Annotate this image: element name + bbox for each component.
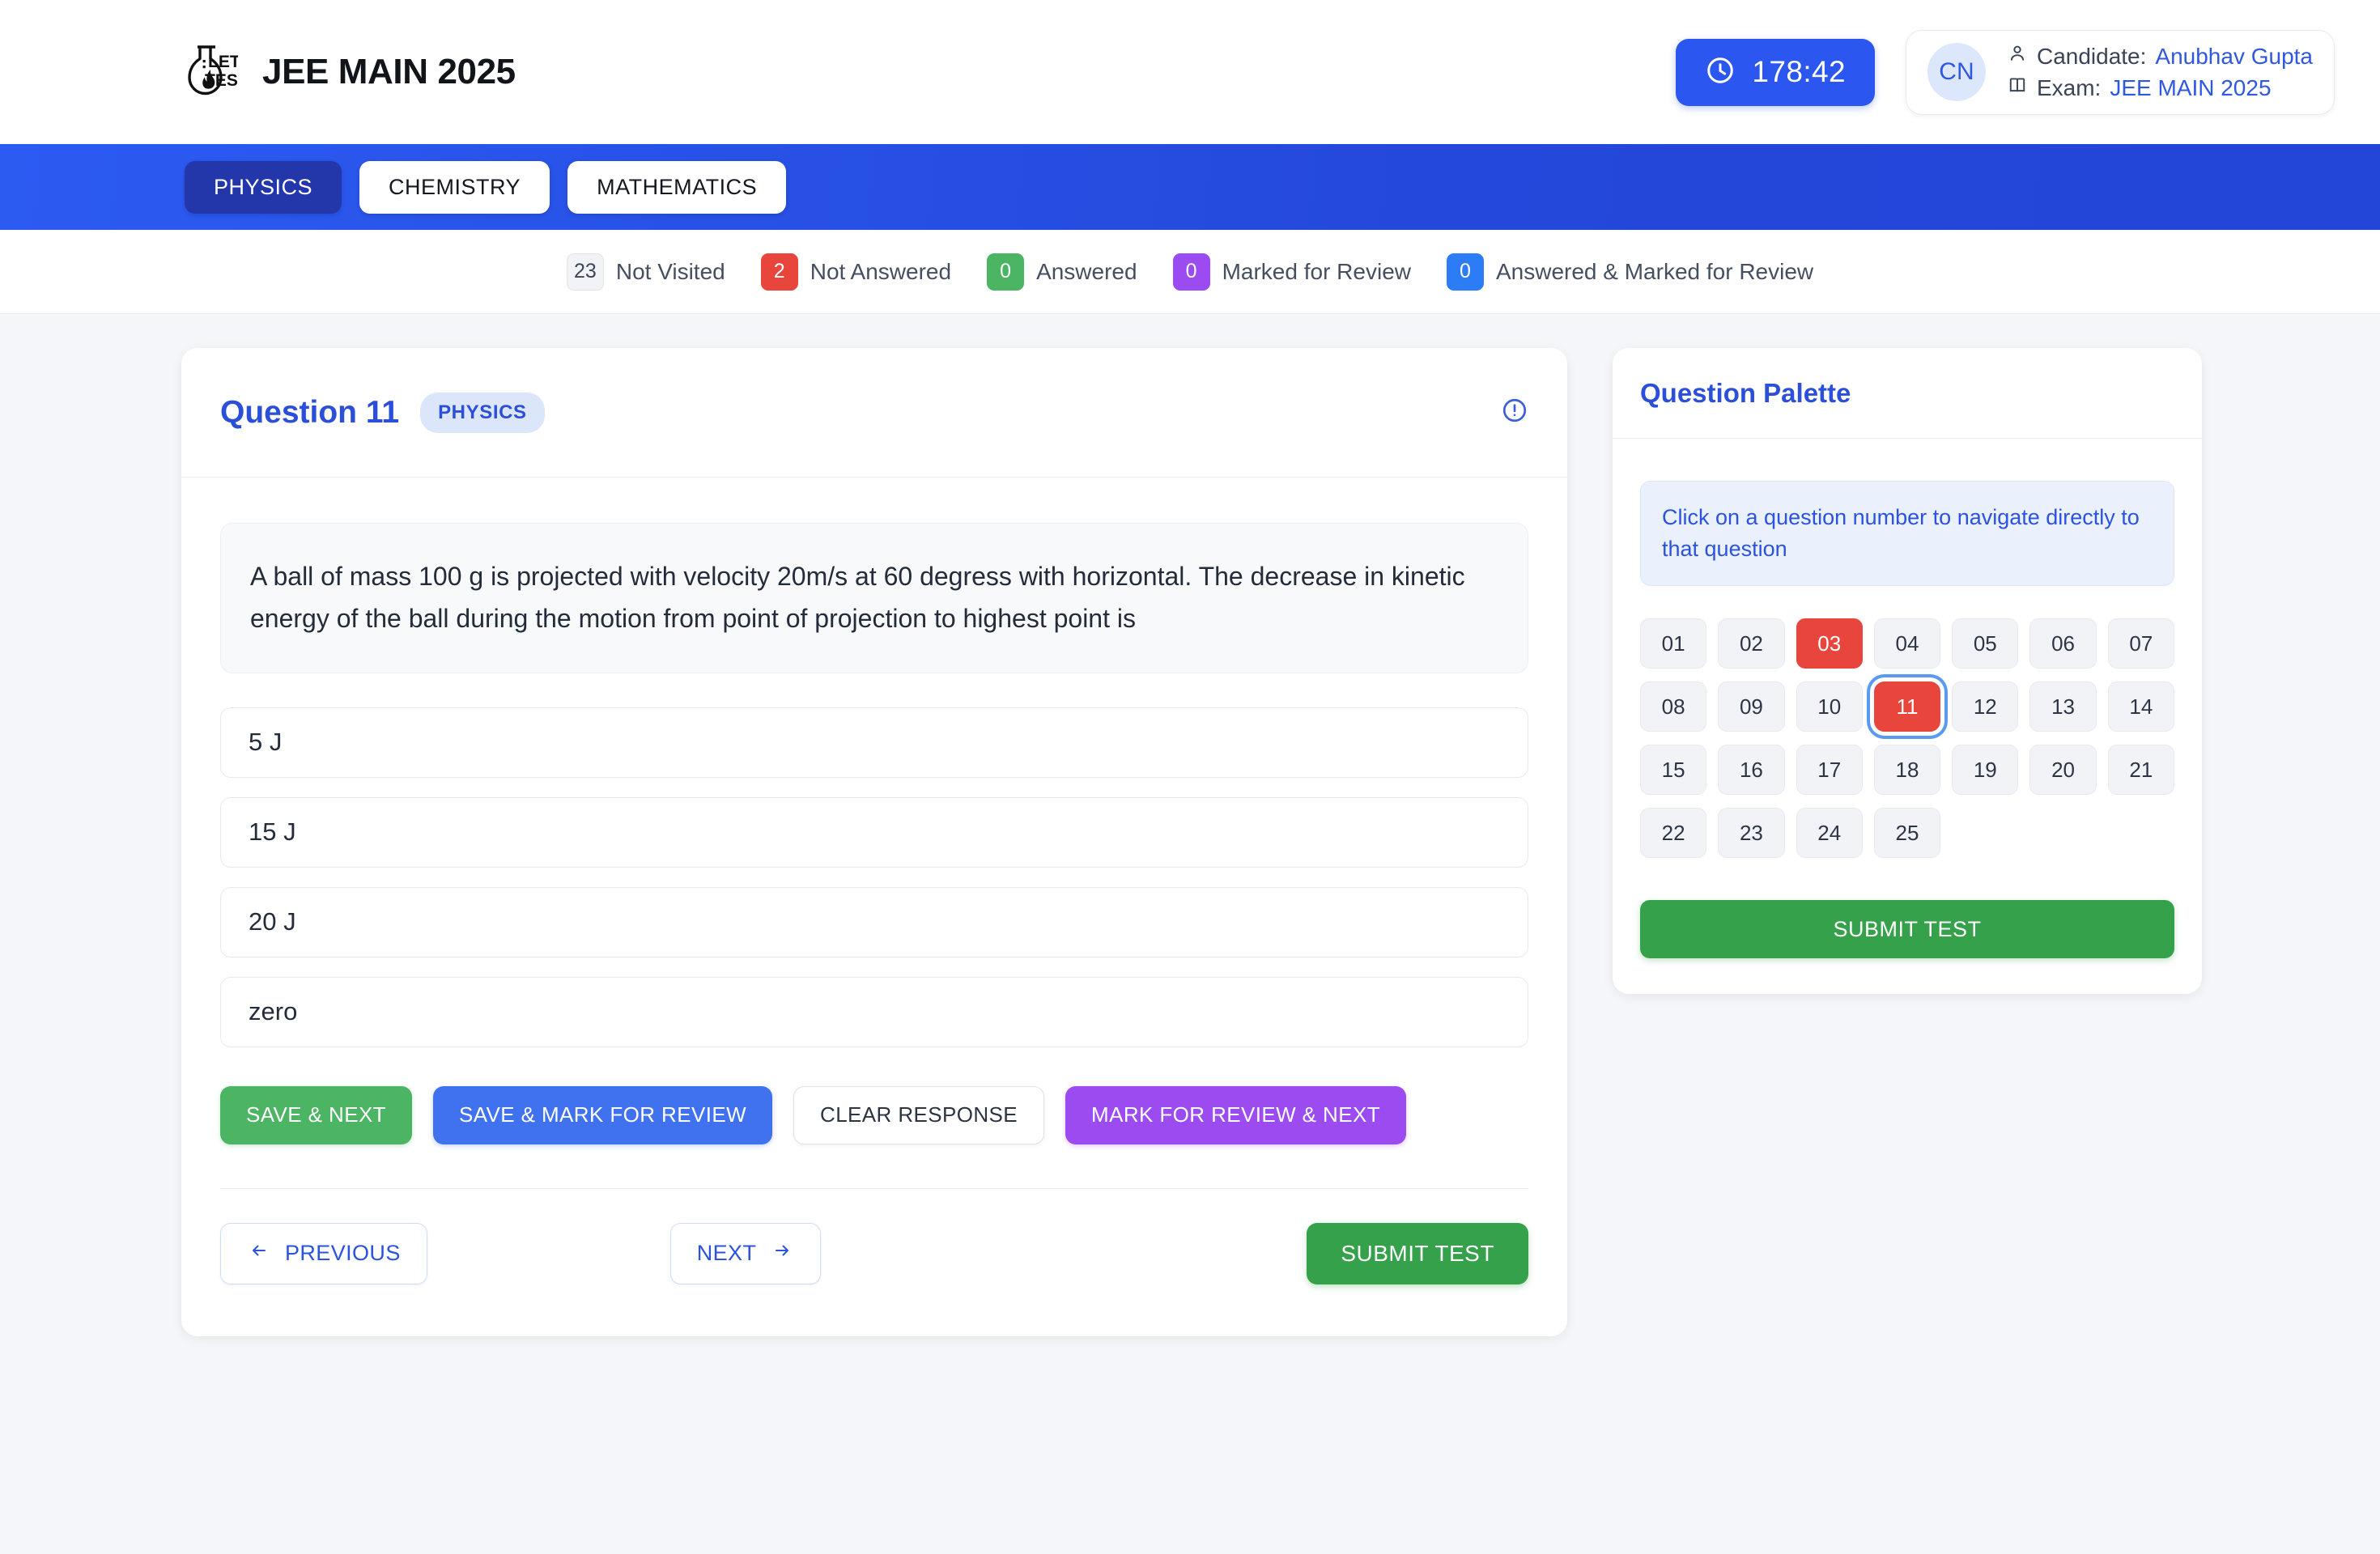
status-legend: 23 Not Visited 2 Not Answered 0 Answered 0 Mark…	[0, 230, 2380, 314]
exam-timer: 178:42	[1676, 38, 1875, 106]
palette-question-12[interactable]: 12	[1952, 681, 2019, 732]
legend-count-badge: 23	[566, 253, 604, 291]
palette-question-18[interactable]: 18	[1873, 745, 1941, 796]
answer-action-row: SAVE & NEXT SAVE & MARK FOR REVIEW CLEAR R…	[220, 1085, 1528, 1144]
main-content: Question 11 PHYSICS A ball of mass 100 g…	[0, 314, 2380, 1336]
exam-label: Exam:	[2036, 74, 2102, 100]
palette-question-13[interactable]: 13	[2029, 681, 2097, 732]
arrow-right-icon	[770, 1241, 794, 1266]
flask-logo-icon: LETS TEST	[185, 42, 238, 102]
legend-label: Answered & Marked for Review	[1495, 258, 1814, 284]
palette-question-02[interactable]: 02	[1718, 618, 1785, 669]
palette-question-15[interactable]: 15	[1640, 745, 1707, 796]
svg-text:TEST: TEST	[205, 71, 238, 90]
palette-question-07[interactable]: 07	[2107, 618, 2174, 669]
legend-count-badge: 0	[987, 253, 1025, 291]
legend-label: Answered	[1036, 258, 1137, 284]
palette-question-20[interactable]: 20	[2029, 745, 2097, 796]
question-number-grid: 01 02 03 04 05 06 07 08 09 10 11 12 13 14 15 16 17 18 19 20…	[1640, 618, 2174, 859]
legend-item: 0 Answered	[987, 253, 1137, 291]
palette-question-25[interactable]: 25	[1873, 808, 1941, 859]
candidate-card: CN Candidate: Anubhav Gupta	[1905, 29, 2335, 115]
legend-count-badge: 2	[760, 253, 798, 291]
palette-question-10[interactable]: 10	[1796, 681, 1863, 732]
subject-tab-bar: PHYSICS CHEMISTRY MATHEMATICS	[0, 144, 2380, 230]
previous-label: PREVIOUS	[285, 1241, 401, 1266]
palette-question-08[interactable]: 08	[1640, 681, 1707, 732]
subject-tab-chemistry[interactable]: CHEMISTRY	[359, 160, 550, 214]
legend-label: Marked for Review	[1222, 258, 1411, 284]
palette-submit-test-button[interactable]: SUBMIT TEST	[1640, 900, 2174, 959]
previous-button[interactable]: PREVIOUS	[220, 1222, 427, 1284]
answer-option[interactable]: 20 J	[220, 886, 1528, 957]
question-number-title: Question 11	[220, 394, 400, 430]
header-right: 178:42 CN Candidate: Anubhav Gupta	[1676, 29, 2335, 115]
palette-question-11[interactable]: 11	[1873, 681, 1941, 732]
palette-question-23[interactable]: 23	[1718, 808, 1785, 859]
exam-name: JEE MAIN 2025	[2110, 74, 2272, 100]
avatar: CN	[1927, 43, 1986, 101]
legend-item: 2 Not Answered	[760, 253, 952, 291]
app-header: LETS TEST JEE MAIN 2025 178:42 CN	[0, 0, 2380, 144]
candidate-label: Candidate:	[2036, 43, 2147, 69]
candidate-name: Anubhav Gupta	[2155, 43, 2313, 69]
answer-option[interactable]: zero	[220, 976, 1528, 1047]
palette-question-19[interactable]: 19	[1952, 745, 2019, 796]
legend-label: Not Visited	[615, 258, 725, 284]
arrow-left-icon	[247, 1241, 271, 1266]
question-card: Question 11 PHYSICS A ball of mass 100 g…	[181, 348, 1567, 1336]
clear-response-button[interactable]: CLEAR RESPONSE	[793, 1085, 1045, 1144]
alert-circle-icon[interactable]	[1501, 397, 1528, 428]
palette-question-09[interactable]: 09	[1718, 681, 1785, 732]
subject-tab-physics[interactable]: PHYSICS	[185, 160, 342, 214]
clock-icon	[1705, 55, 1736, 90]
candidate-row: Candidate: Anubhav Gupta	[2007, 43, 2313, 70]
palette-header: Question Palette	[1613, 348, 2202, 439]
save-mark-for-review-button[interactable]: SAVE & MARK FOR REVIEW	[432, 1085, 773, 1144]
person-icon	[2007, 43, 2028, 70]
timer-value: 178:42	[1752, 55, 1846, 88]
palette-question-24[interactable]: 24	[1796, 808, 1863, 859]
palette-question-16[interactable]: 16	[1718, 745, 1785, 796]
palette-question-21[interactable]: 21	[2107, 745, 2174, 796]
palette-question-22[interactable]: 22	[1640, 808, 1707, 859]
palette-question-04[interactable]: 04	[1873, 618, 1941, 669]
book-icon	[2007, 74, 2028, 101]
legend-label: Not Answered	[810, 258, 952, 284]
legend-item: 0 Answered & Marked for Review	[1446, 253, 1814, 291]
svg-text:LETS: LETS	[208, 53, 238, 71]
palette-question-14[interactable]: 14	[2107, 681, 2174, 732]
legend-count-badge: 0	[1446, 253, 1484, 291]
question-body: A ball of mass 100 g is projected with v…	[181, 478, 1567, 1336]
question-card-header: Question 11 PHYSICS	[181, 348, 1567, 478]
legend-count-badge: 0	[1172, 253, 1210, 291]
palette-title: Question Palette	[1640, 377, 1851, 408]
next-button[interactable]: NEXT	[669, 1222, 822, 1284]
palette-question-05[interactable]: 05	[1952, 618, 2019, 669]
question-subject-chip: PHYSICS	[420, 392, 545, 433]
page-title: JEE MAIN 2025	[262, 52, 516, 91]
palette-question-03[interactable]: 03	[1796, 618, 1863, 669]
legend-item: 23 Not Visited	[566, 253, 725, 291]
palette-question-17[interactable]: 17	[1796, 745, 1863, 796]
question-palette-card: Question Palette Click on a question num…	[1613, 348, 2202, 995]
answer-option[interactable]: 15 J	[220, 796, 1528, 868]
divider	[220, 1187, 1528, 1189]
save-next-button[interactable]: SAVE & NEXT	[220, 1085, 412, 1144]
legend-item: 0 Marked for Review	[1172, 253, 1411, 291]
subject-tab-mathematics[interactable]: MATHEMATICS	[567, 160, 787, 214]
navigation-row: PREVIOUS NEXT SUBMIT TEST	[220, 1189, 1528, 1336]
palette-hint: Click on a question number to navigate d…	[1640, 481, 2174, 587]
palette-body: Click on a question number to navigate d…	[1613, 439, 2202, 994]
palette-question-06[interactable]: 06	[2029, 618, 2097, 669]
option-list: 5 J 15 J 20 J zero	[220, 707, 1528, 1047]
submit-test-button[interactable]: SUBMIT TEST	[1307, 1222, 1528, 1284]
next-label: NEXT	[696, 1241, 757, 1266]
exam-row: Exam: JEE MAIN 2025	[2007, 74, 2313, 101]
brand: LETS TEST JEE MAIN 2025	[185, 42, 516, 102]
mark-for-review-next-button[interactable]: MARK FOR REVIEW & NEXT	[1065, 1085, 1406, 1144]
question-text: A ball of mass 100 g is projected with v…	[220, 523, 1528, 673]
palette-question-01[interactable]: 01	[1640, 618, 1707, 669]
answer-option[interactable]: 5 J	[220, 707, 1528, 778]
